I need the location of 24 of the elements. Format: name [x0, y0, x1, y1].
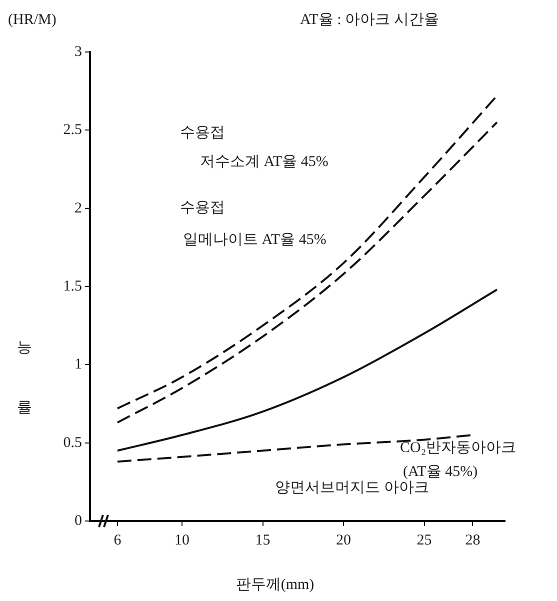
x-tick-label: 28 — [465, 532, 480, 548]
y-tick-label: 2.5 — [63, 122, 82, 138]
text: (HR/M) — [8, 12, 56, 28]
y-axis-title: 능률 — [15, 330, 33, 448]
y-tick-label: 1 — [74, 356, 82, 373]
annotation: 양면서브머지드 아아크 — [275, 480, 429, 496]
y-tick-label: 2 — [74, 200, 82, 216]
y-tick-label: 0.5 — [63, 434, 82, 451]
annotation: (AT율 45%) — [403, 464, 478, 480]
x-tick-label: 10 — [174, 532, 190, 548]
x-tick-label: 20 — [336, 532, 352, 548]
text: AT율 : 아아크 시간율 — [300, 12, 439, 28]
annotation: CO₂반자동아아크 — [400, 440, 516, 456]
annotation: 일메나이트 AT율 45% — [183, 232, 326, 248]
annotation: 수용접 — [180, 124, 225, 141]
x-tick-label: 15 — [255, 532, 270, 548]
annotation: 저수소계 AT율 45% — [200, 154, 328, 170]
y-tick-label: 3 — [74, 44, 82, 60]
y-tick-label: 0 — [74, 512, 82, 529]
y-tick-label: 1.5 — [63, 278, 82, 294]
annotation: 수용접 — [180, 200, 225, 216]
x-axis-title: 판두께(mm) — [236, 576, 314, 593]
x-tick-label: 6 — [114, 532, 122, 548]
x-tick-label: 25 — [416, 532, 432, 548]
